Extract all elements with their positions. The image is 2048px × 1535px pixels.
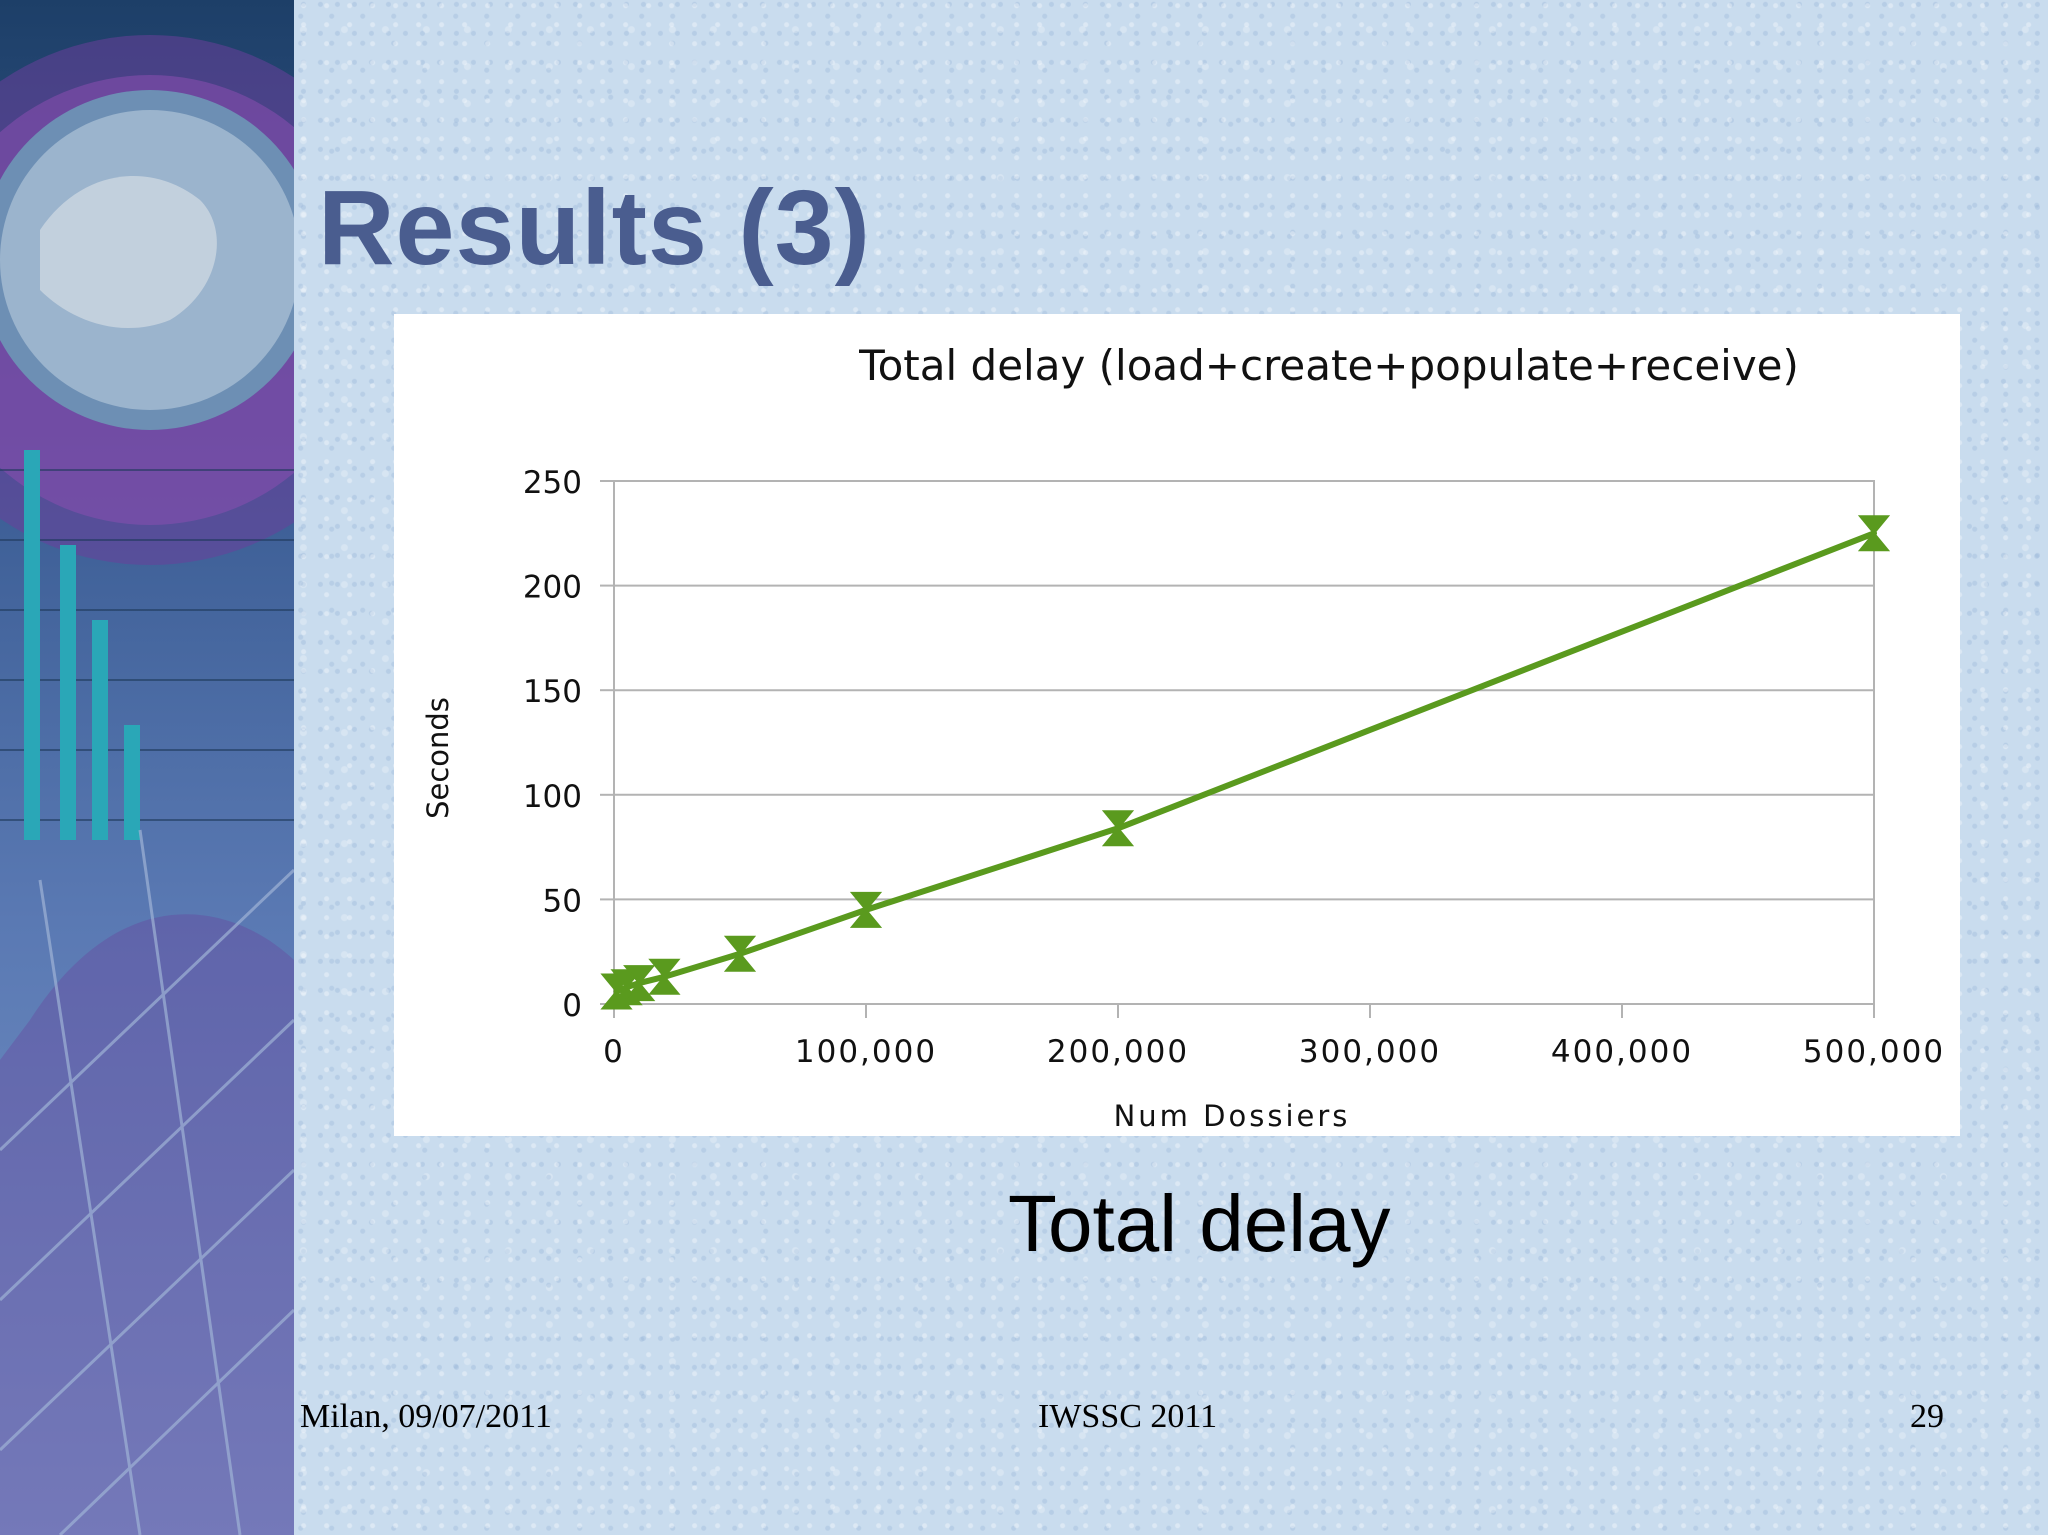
y-tick-label: 200 xyxy=(523,570,582,606)
plot-area-border xyxy=(613,480,1875,1005)
x-tick-label: 200,000 xyxy=(1047,1034,1189,1070)
x-tick-label: 500,000 xyxy=(1803,1034,1945,1070)
x-axis-label: Num Dossiers xyxy=(1114,1099,1351,1133)
keyboard-hand-illustration xyxy=(0,35,294,1535)
data-point-marker xyxy=(1857,515,1891,552)
chart-caption: Total delay xyxy=(1008,1179,1391,1268)
y-tick-label: 250 xyxy=(523,465,582,501)
y-tick-label: 150 xyxy=(523,674,582,710)
data-point-marker xyxy=(1101,810,1135,847)
data-point-marker xyxy=(648,958,681,995)
y-tick-label: 100 xyxy=(523,779,582,815)
total-delay-chart: Total delay (load+create+populate+receiv… xyxy=(421,341,1945,1133)
x-tick-label: 300,000 xyxy=(1299,1034,1441,1070)
x-tick-label: 100,000 xyxy=(795,1034,937,1070)
y-axis-label: Seconds xyxy=(421,697,455,819)
data-point-marker xyxy=(723,935,757,972)
series-line xyxy=(613,530,1877,995)
footer-location-date: Milan, 09/07/2011 xyxy=(300,1398,552,1435)
x-tick-label: 0 xyxy=(603,1034,625,1070)
footer-conference: IWSSC 2011 xyxy=(1038,1398,1218,1435)
data-point-marker xyxy=(623,965,656,1002)
slide-title: Results (3) xyxy=(318,169,871,287)
chart-panel: Total delay (load+create+populate+receiv… xyxy=(394,314,1960,1136)
chart-title: Total delay (load+create+populate+receiv… xyxy=(858,341,1799,390)
y-tick-label: 50 xyxy=(543,883,582,919)
y-tick-label: 0 xyxy=(562,988,582,1024)
decorative-sidebar xyxy=(0,0,294,1535)
data-point-marker xyxy=(849,891,883,928)
footer-page-number: 29 xyxy=(1910,1398,1944,1435)
x-tick-label: 400,000 xyxy=(1551,1034,1693,1070)
